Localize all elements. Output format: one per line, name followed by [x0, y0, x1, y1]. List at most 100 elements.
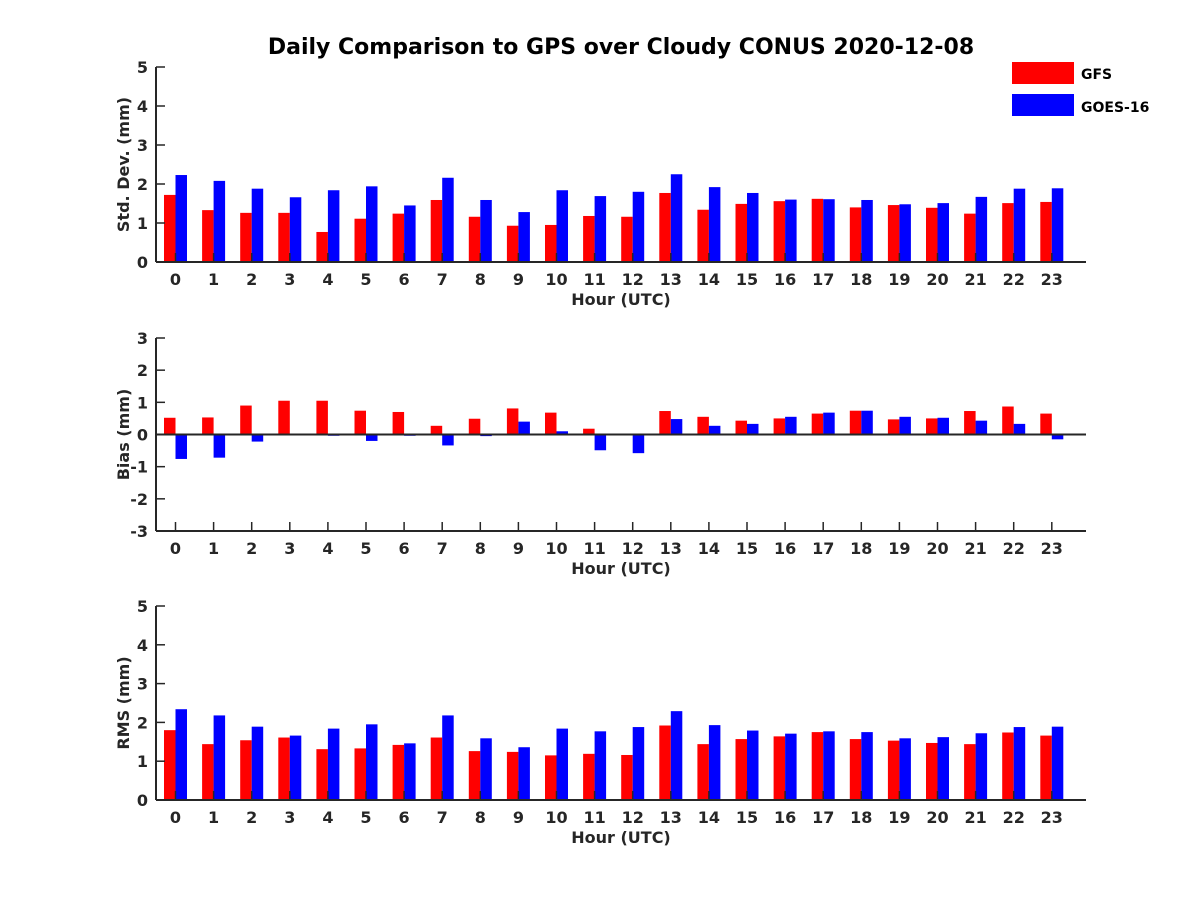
y-tick-label: 2	[137, 713, 148, 732]
bar-goes16-23	[1051, 434, 1064, 440]
bar-gfs-22	[1002, 203, 1014, 262]
x-tick-label: 1	[208, 270, 219, 289]
bar-gfs-10	[545, 755, 557, 800]
bar-gfs-6	[392, 411, 405, 435]
bar-goes16-12	[632, 727, 645, 800]
bar-gfs-23	[1040, 735, 1052, 800]
bar-gfs-16	[773, 201, 786, 262]
bar-goes16-3	[289, 197, 302, 262]
y-tick-label: -3	[130, 522, 148, 541]
x-tick-label: 22	[1003, 539, 1025, 558]
x-tick-label: 9	[513, 808, 524, 827]
x-tick-label: 8	[475, 539, 486, 558]
bar-gfs-17	[811, 732, 824, 800]
bar-gfs-8	[468, 418, 481, 435]
bar-goes16-17	[823, 199, 835, 262]
x-tick-label: 23	[1041, 539, 1063, 558]
bar-goes16-12	[632, 434, 645, 454]
bar-goes16-16	[785, 733, 797, 800]
legend-swatch-gfs	[1012, 62, 1074, 84]
bar-goes16-1	[213, 715, 226, 800]
bar-gfs-14	[697, 416, 709, 435]
x-tick-label: 5	[360, 270, 371, 289]
bar-gfs-12	[621, 754, 633, 800]
x-tick-label: 21	[964, 270, 986, 289]
bar-gfs-11	[583, 215, 595, 262]
bar-goes16-11	[594, 434, 607, 451]
y-tick-label: 1	[137, 214, 148, 233]
y-tick-label: 3	[137, 675, 148, 694]
bar-goes16-11	[594, 196, 607, 262]
legend: GFS GOES-16	[1012, 62, 1149, 116]
x-tick-label: 5	[360, 808, 371, 827]
x-tick-label: 3	[284, 270, 295, 289]
x-axis-label: Hour (UTC)	[571, 828, 671, 847]
x-tick-label: 17	[812, 270, 834, 289]
bar-gfs-1	[202, 210, 214, 262]
x-tick-label: 19	[888, 808, 910, 827]
bar-goes16-21	[975, 420, 988, 435]
bar-goes16-17	[823, 731, 835, 800]
bar-goes16-15	[747, 192, 759, 262]
y-tick-label: 5	[137, 58, 148, 77]
x-tick-label: 6	[399, 808, 410, 827]
x-tick-label: 14	[698, 270, 720, 289]
bar-goes16-10	[556, 431, 568, 435]
bar-gfs-14	[697, 744, 709, 800]
y-tick-label: -1	[130, 458, 148, 477]
x-tick-label: 3	[284, 539, 295, 558]
x-tick-label: 5	[360, 539, 371, 558]
bar-goes16-23	[1051, 188, 1064, 262]
bar-gfs-23	[1040, 201, 1052, 262]
bar-gfs-15	[735, 739, 747, 800]
bar-goes16-4	[327, 728, 340, 800]
x-tick-label: 12	[622, 270, 644, 289]
bar-gfs-15	[735, 420, 747, 435]
x-tick-label: 11	[583, 270, 605, 289]
bar-gfs-7	[430, 199, 443, 262]
x-tick-label: 8	[475, 270, 486, 289]
bar-goes16-5	[366, 434, 378, 441]
x-tick-label: 7	[437, 270, 448, 289]
x-tick-label: 15	[736, 808, 758, 827]
bar-goes16-14	[708, 725, 721, 800]
bar-gfs-11	[583, 753, 595, 800]
x-tick-label: 4	[322, 808, 333, 827]
x-tick-label: 13	[660, 539, 682, 558]
bar-gfs-20	[926, 418, 938, 435]
bar-goes16-19	[899, 416, 911, 435]
bar-gfs-4	[316, 749, 328, 800]
bar-goes16-21	[975, 733, 988, 800]
bar-gfs-14	[697, 209, 709, 262]
bar-gfs-6	[392, 744, 405, 800]
bar-goes16-14	[708, 187, 721, 262]
bar-gfs-17	[811, 413, 824, 435]
x-tick-label: 6	[399, 539, 410, 558]
x-tick-label: 7	[437, 808, 448, 827]
x-tick-label: 15	[736, 539, 758, 558]
x-tick-label: 12	[622, 539, 644, 558]
x-tick-label: 16	[774, 539, 796, 558]
legend-label-gfs: GFS	[1081, 67, 1112, 83]
bar-goes16-18	[861, 410, 873, 435]
bar-gfs-3	[278, 212, 290, 262]
bar-goes16-22	[1013, 727, 1026, 800]
bar-gfs-9	[506, 751, 519, 800]
bar-goes16-16	[785, 416, 797, 435]
bar-goes16-20	[937, 203, 949, 262]
bar-gfs-9	[506, 225, 519, 262]
bar-gfs-10	[545, 412, 557, 435]
y-tick-label: 4	[137, 636, 148, 655]
bar-gfs-13	[659, 725, 671, 800]
bar-goes16-8	[480, 738, 492, 800]
bar-gfs-13	[659, 411, 671, 435]
x-tick-label: 18	[850, 270, 872, 289]
bar-gfs-21	[964, 213, 976, 262]
bar-goes16-10	[556, 190, 568, 262]
x-tick-label: 14	[698, 808, 720, 827]
bar-goes16-4	[327, 190, 340, 262]
x-tick-label: 19	[888, 539, 910, 558]
bar-gfs-1	[202, 417, 214, 435]
